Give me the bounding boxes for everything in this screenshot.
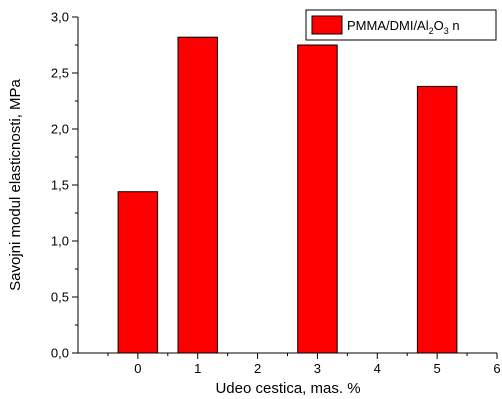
bar-0 <box>117 191 159 354</box>
y-tick-label-2: 1,0 <box>51 234 69 249</box>
y-axis-label: Savojni modul elasticnosti, MPa <box>7 78 24 290</box>
y-tick-label-4: 2,0 <box>51 122 69 137</box>
bars <box>117 36 458 354</box>
y-tick-label-0: 0,0 <box>51 346 69 361</box>
x-tick-label-4: 4 <box>374 361 381 376</box>
legend: PMMA/DMI/Al2O3 n <box>305 9 497 41</box>
axis-ticks <box>72 16 498 359</box>
x-tick-label-6: 6 <box>493 361 500 376</box>
bar-1 <box>177 36 218 354</box>
bar-3 <box>297 44 338 354</box>
legend-label-sub-1: 2 <box>429 26 434 36</box>
x-tick-label-0: 0 <box>134 361 141 376</box>
x-tick-label-5: 5 <box>434 361 441 376</box>
y-tick-label-1: 0,5 <box>51 290 69 305</box>
legend-swatch <box>311 15 343 35</box>
legend-label: PMMA/DMI/Al2O3 n <box>347 18 460 36</box>
x-axis-label: Udeo cestica, mas. % <box>215 380 360 397</box>
y-tick-label-6: 3,0 <box>51 10 69 25</box>
x-tick-label-1: 1 <box>194 361 201 376</box>
tick-labels: 0,00,51,01,52,02,53,00 1 2 3 4 5 6 <box>51 10 501 377</box>
x-tick-label-3: 3 <box>314 361 321 376</box>
legend-label-part-3: n <box>449 18 460 33</box>
y-tick-label-5: 2,5 <box>51 66 69 81</box>
bar-5 <box>416 85 458 354</box>
legend-label-sub-2: 3 <box>444 26 449 36</box>
y-tick-label-3: 1,5 <box>51 178 69 193</box>
legend-label-part-1: PMMA/DMI/Al <box>347 18 429 33</box>
legend-label-part-2: O <box>434 18 444 33</box>
x-tick-label-2: 2 <box>254 361 261 376</box>
